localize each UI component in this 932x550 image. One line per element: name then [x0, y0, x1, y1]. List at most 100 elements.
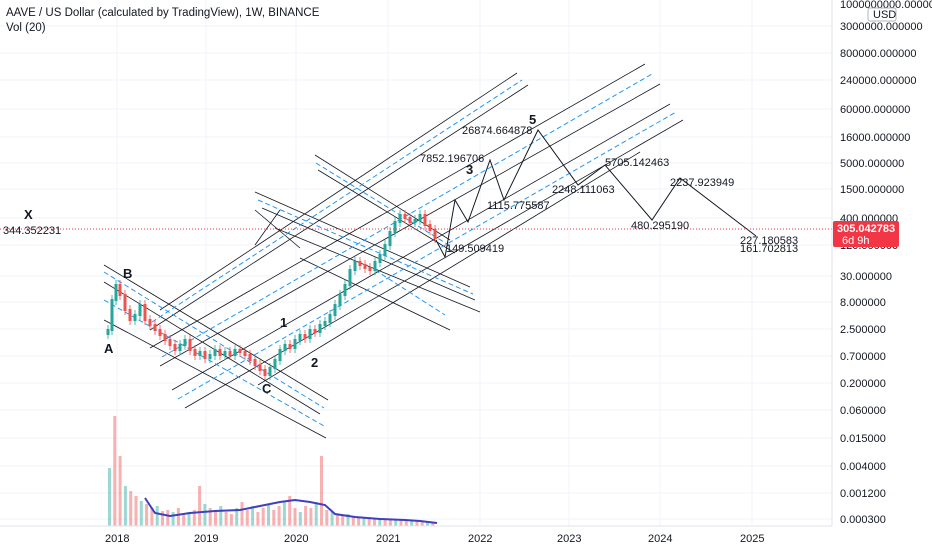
channel-line: [299, 257, 451, 331]
label-wave-2: 2: [311, 355, 318, 370]
volume-bar: [293, 508, 297, 526]
volume-bar: [272, 510, 276, 526]
projection-path: [435, 129, 757, 259]
volume-bar: [325, 510, 329, 526]
time-axis[interactable]: 2018 2019 2020 2021 2022 2023 2024 2025: [0, 525, 832, 545]
price-tick-label: 0.001200: [840, 488, 886, 500]
candle-body: [148, 319, 152, 326]
channel-mid-line: [315, 162, 453, 248]
volume-bar: [394, 520, 398, 526]
volume-bar: [335, 514, 339, 526]
volume-bar: [118, 456, 122, 526]
volume-bar: [245, 510, 249, 526]
volume-bar: [108, 468, 111, 526]
volume-bar: [256, 512, 260, 526]
candle-body: [223, 351, 227, 356]
volume-bar: [373, 519, 376, 526]
volume-bar: [383, 520, 387, 526]
volume-bar: [288, 496, 292, 526]
candle-body: [158, 329, 162, 336]
channel-line: [261, 207, 476, 301]
volume-bar: [351, 516, 355, 526]
grid: [0, 0, 832, 526]
candle-body: [383, 244, 387, 256]
volume-bar: [309, 508, 313, 526]
volume-bar: [161, 511, 164, 526]
label-B: B: [123, 266, 132, 281]
time-label: 2025: [740, 533, 764, 545]
candle-body: [133, 314, 137, 321]
candle-body: [373, 261, 377, 271]
volume-bar: [367, 518, 371, 526]
volume-bar: [346, 514, 350, 526]
candle-body: [173, 344, 177, 351]
label-wave-5: 5: [529, 112, 536, 127]
price-line-left-label: 344.352231: [3, 225, 61, 237]
candle-body: [268, 367, 272, 376]
x-line: [254, 209, 301, 249]
channel-mid-line: [103, 271, 325, 409]
current-price-badge: [833, 221, 899, 247]
time-label: 2019: [194, 533, 218, 545]
candle-body: [248, 354, 252, 361]
channel-line: [149, 84, 529, 331]
volume-bar: [388, 519, 392, 526]
label-wave-1: 1: [280, 315, 287, 330]
price-label-149: 149.509419: [446, 243, 504, 255]
volume-bar: [113, 416, 117, 526]
price-axis[interactable]: 1000000000.000000 USD 3000000.000000 8000…: [831, 0, 932, 526]
candle-body: [153, 324, 157, 331]
current-price-value: 305.042783: [837, 223, 895, 235]
time-label: 2024: [648, 533, 672, 545]
channel-line: [103, 264, 329, 401]
price-tick-label: 0.000300: [840, 514, 886, 526]
chart-title: AAVE / US Dollar (calculated by TradingV…: [6, 7, 320, 19]
price-tick-label: 8.000000: [840, 297, 886, 309]
bar-countdown: 6d 9h: [842, 235, 870, 247]
volume-bar: [240, 502, 244, 526]
volume-bar: [298, 512, 302, 526]
candle-body: [258, 364, 262, 371]
volume-bar: [267, 504, 270, 526]
candle-body: [238, 349, 242, 353]
candle-body: [273, 359, 277, 369]
candle-body: [288, 344, 292, 349]
candle-body: [368, 267, 372, 271]
candle-body: [198, 351, 202, 356]
currency-box[interactable]: [867, 7, 897, 22]
channel-line: [274, 227, 481, 313]
wave-projection: [435, 129, 757, 259]
candle-body: [408, 217, 412, 223]
volume-indicator-label[interactable]: Vol (20): [6, 22, 46, 34]
candle-body: [208, 354, 212, 359]
volume-bar: [341, 516, 345, 526]
candle-body: [233, 349, 237, 356]
candle-body: [413, 219, 417, 223]
price-tick-label: 1500.000000: [840, 184, 904, 196]
price-tick-label: 5000.000000: [840, 158, 904, 170]
candle-body: [278, 349, 282, 361]
time-label: 2021: [376, 533, 400, 545]
candle-body: [393, 221, 397, 233]
volume-bar: [282, 502, 286, 526]
volume-bar: [192, 510, 196, 526]
candle-body: [358, 261, 362, 266]
volume-bar: [166, 510, 170, 526]
candle-body: [178, 344, 182, 351]
channel-mid-line: [161, 73, 653, 358]
price-tick-label: 240000.000000: [840, 75, 916, 87]
price-label-2237: 2237.923949: [670, 177, 734, 189]
volume-bar: [431, 522, 435, 526]
price-tick-label: 2.500000: [840, 324, 886, 336]
label-X: X: [24, 207, 33, 222]
channel-mid-line: [374, 269, 446, 316]
channel-line: [159, 72, 518, 311]
volume-bar: [420, 521, 424, 526]
time-label: 2022: [468, 533, 492, 545]
price-tick-label: 60000.000000: [840, 104, 910, 116]
candle-body: [203, 351, 207, 359]
candle-body: [333, 304, 337, 316]
candle-body: [143, 304, 147, 321]
volume-bar: [203, 504, 207, 526]
